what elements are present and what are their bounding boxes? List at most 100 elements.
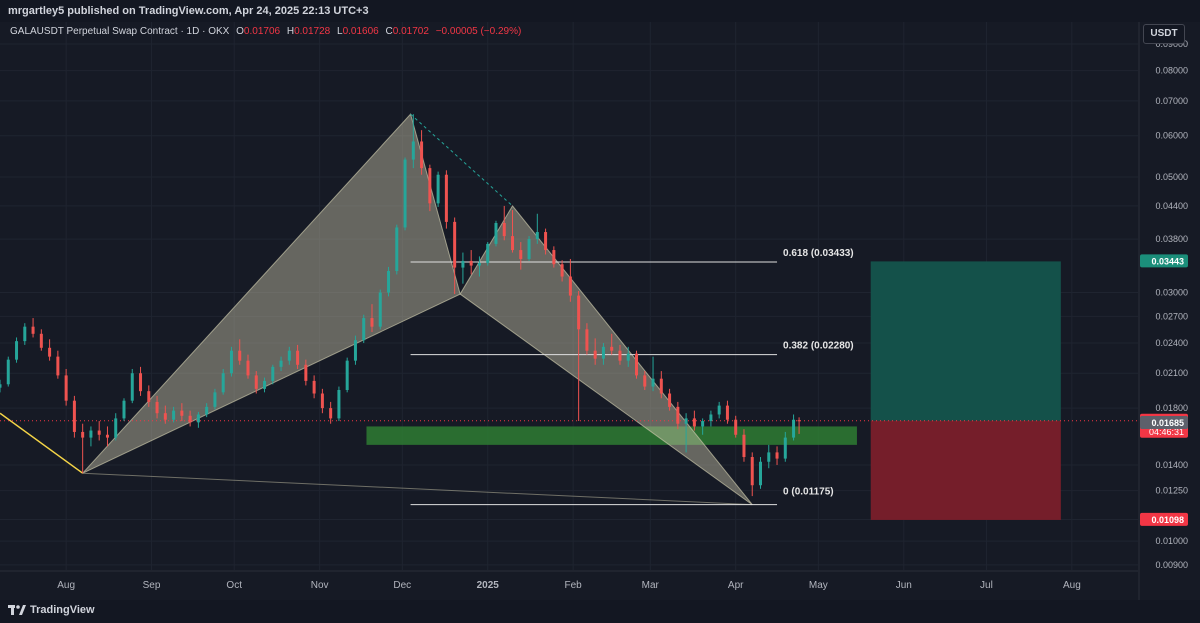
candle-body [676, 406, 680, 424]
fib-level-label: 0 (0.01175) [783, 487, 834, 498]
yellow-leg-line[interactable] [0, 412, 84, 474]
x-tick-label: Aug [1063, 580, 1081, 591]
candle-body [56, 356, 60, 376]
candle-body [717, 405, 721, 415]
harmonic-bcd[interactable] [459, 205, 753, 506]
currency-button[interactable]: USDT [1143, 24, 1185, 44]
candle-body [329, 408, 333, 419]
candle-body [601, 346, 605, 359]
low-label: L [337, 26, 343, 37]
publisher-header: mrgartley5 published on TradingView.com,… [0, 0, 1200, 22]
footer-bar: TradingView [0, 600, 1200, 623]
x-tick-label: 2025 [477, 580, 500, 591]
candle-body [130, 373, 134, 401]
x-tick-label: Apr [728, 580, 744, 591]
candle-body [444, 174, 448, 222]
candle-body [213, 392, 217, 407]
candle-body [72, 400, 76, 432]
candle-body [651, 378, 655, 387]
candle-body [593, 350, 597, 359]
x-tick-label: Nov [311, 580, 329, 591]
candle-body [196, 414, 200, 423]
harmonic-xab[interactable] [82, 113, 461, 474]
tradingview-brand: TradingView [30, 604, 95, 616]
y-tick-label: 0.07000 [1155, 96, 1188, 106]
candle-body [750, 457, 754, 486]
candle-body [610, 346, 614, 351]
candle-body [139, 373, 143, 392]
candle-body [114, 418, 118, 438]
high-value: 0.01728 [294, 26, 331, 37]
y-tick-label: 0.02100 [1155, 368, 1188, 378]
candle-body [378, 292, 382, 327]
candle-body [263, 380, 267, 389]
candle-body [635, 353, 639, 376]
candle-body [271, 366, 275, 381]
candle-body [337, 390, 341, 419]
candle-body [97, 430, 101, 435]
price-marker [1140, 254, 1188, 268]
price-marker-label: 0.01098 [1151, 515, 1184, 525]
price-marker [1140, 512, 1188, 526]
candle-body [461, 260, 465, 268]
support-zone[interactable] [366, 426, 857, 445]
chart-area[interactable]: 0.618 (0.03433) 0.382 (0.02280) 0 (0.01175… [0, 22, 1200, 600]
y-tick-label: 0.02700 [1155, 311, 1188, 321]
candle-body [238, 350, 242, 361]
candle-body [105, 434, 109, 438]
candle-body [668, 393, 672, 407]
candle-body [155, 401, 159, 414]
candle-body [792, 419, 796, 438]
candle-body [23, 326, 27, 342]
close-label: C [385, 26, 393, 37]
candle-body [684, 418, 688, 424]
x-tick-label: Oct [226, 580, 242, 591]
candle-body [701, 421, 705, 427]
candle-body [486, 243, 490, 263]
candle-body [519, 250, 523, 259]
publisher-text: mrgartley5 published on TradingView.com,… [8, 5, 369, 17]
open-value: 0.01706 [243, 26, 281, 37]
price-marker [1140, 416, 1188, 430]
candle-body [797, 420, 801, 422]
candle-body [403, 159, 407, 228]
x-tick-label: Feb [565, 580, 583, 591]
candle-body [163, 413, 167, 420]
x-tick-label: Aug [57, 580, 75, 591]
candle-body [775, 452, 779, 459]
open-label: O [236, 26, 244, 37]
candle-body [279, 360, 283, 367]
y-tick-label: 0.02400 [1155, 338, 1188, 348]
candle-body [296, 350, 300, 365]
close-value: 0.01702 [392, 26, 429, 37]
candle-body [527, 239, 531, 259]
candle-body [535, 232, 539, 240]
candle-body [552, 250, 556, 265]
price-chart[interactable]: 0.618 (0.03433) 0.382 (0.02280) 0 (0.01175… [0, 22, 1200, 600]
candle-body [395, 227, 399, 271]
candle-body [6, 359, 10, 385]
candle-body [659, 378, 663, 394]
candle-body [511, 236, 515, 251]
candle-body [453, 221, 457, 268]
candle-body [469, 260, 473, 266]
y-tick-label: 0.01800 [1155, 403, 1188, 413]
candle-body [568, 276, 572, 296]
candle-body [502, 222, 506, 237]
symbol-title: GALAUSDT Perpetual Swap Contract · 1D · … [10, 26, 230, 37]
x-tick-label: Dec [393, 580, 411, 591]
candle-body [709, 414, 713, 422]
candle-body [221, 373, 225, 393]
low-value: 0.01606 [342, 26, 379, 37]
candle-body [692, 418, 696, 427]
stop-zone[interactable] [870, 420, 1061, 520]
candle-body [742, 434, 746, 458]
y-tick-label: 0.03800 [1155, 234, 1188, 244]
y-tick-label: 0.01400 [1155, 460, 1188, 470]
candle-body [767, 452, 771, 462]
y-tick-label: 0.03000 [1155, 288, 1188, 298]
candle-body [436, 174, 440, 204]
target-zone[interactable] [870, 261, 1061, 421]
candle-body [147, 391, 151, 402]
candle-body [229, 350, 233, 374]
